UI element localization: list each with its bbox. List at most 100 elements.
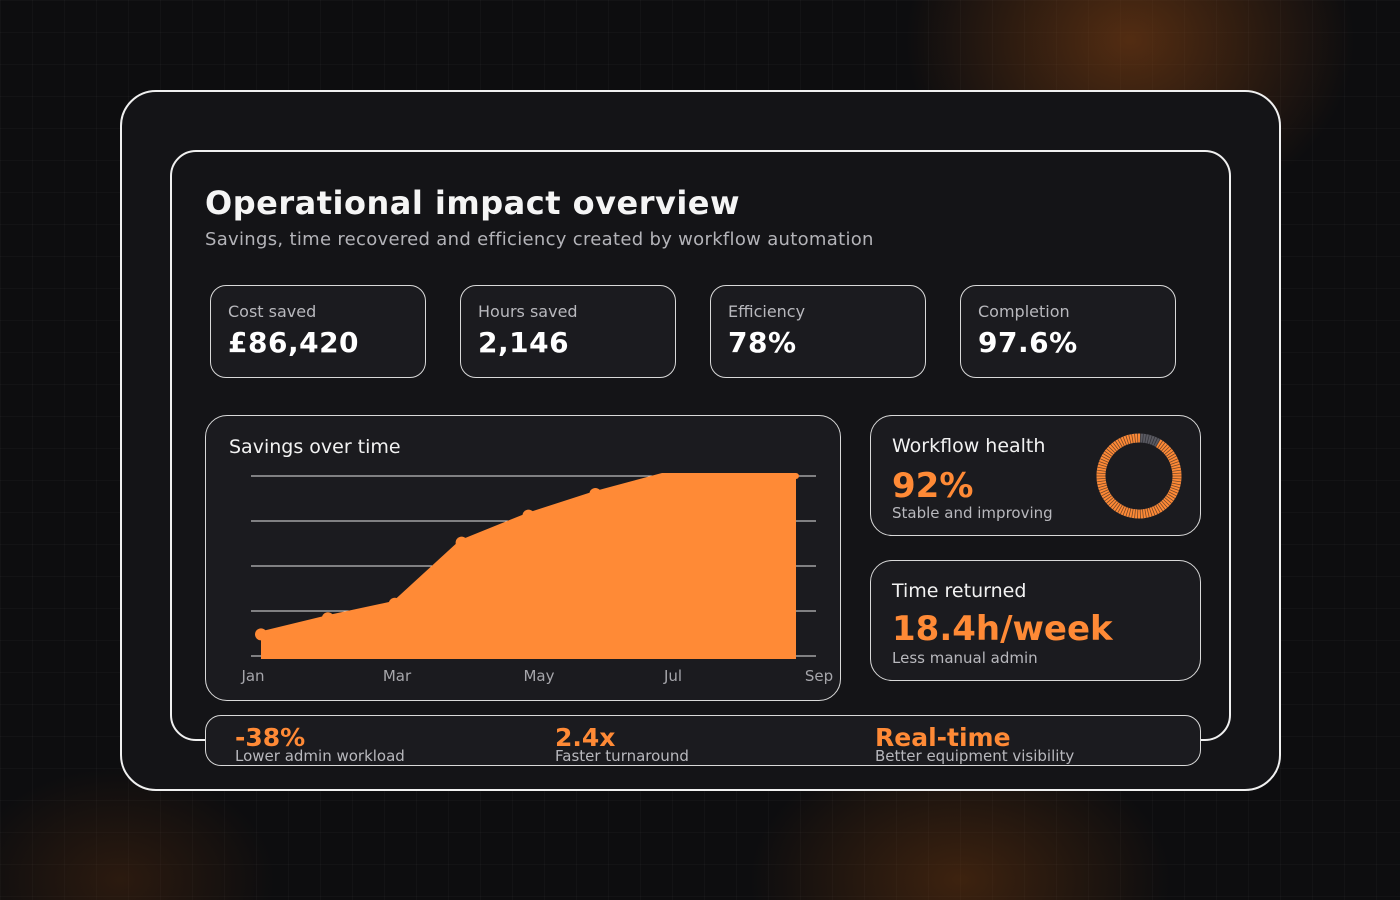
gauge-tick <box>1162 498 1170 506</box>
gauge-tick <box>1172 472 1182 475</box>
gauge-tick <box>1106 448 1114 455</box>
gauge-tick <box>1096 469 1106 472</box>
highlight-admin-workload: -38% Lower admin workload <box>235 723 405 764</box>
gauge-tick <box>1114 440 1121 449</box>
gauge-tick <box>1168 455 1177 461</box>
kpi-card-efficiency[interactable]: Efficiency 78% <box>710 285 926 378</box>
gauge-tick <box>1104 450 1113 457</box>
gauge-tick <box>1106 497 1114 504</box>
gauge-tick <box>1097 466 1107 470</box>
savings-area-chart: Jan Mar May Jul Sep <box>240 473 833 685</box>
gauge-tick <box>1098 463 1107 468</box>
gauge-tick <box>1134 509 1136 519</box>
gauge-tick <box>1144 434 1147 444</box>
gauge-tick <box>1165 495 1174 502</box>
gauge-tick <box>1096 477 1106 480</box>
highlight-label: Faster turnaround <box>555 747 689 765</box>
gauge-tick <box>1101 491 1110 497</box>
gauge-tick <box>1101 455 1110 461</box>
gauge-tick <box>1153 505 1158 515</box>
gauge-tick <box>1157 440 1164 449</box>
workflow-health-card[interactable]: Workflow health 92% Stable and improving <box>870 415 1201 536</box>
gauge-tick <box>1167 453 1176 459</box>
x-tick-label: Sep <box>805 667 833 685</box>
highlight-value: -38% <box>235 723 306 752</box>
gauge-tick <box>1110 500 1117 508</box>
gauge-tick <box>1167 493 1176 499</box>
gauge-tick <box>1134 433 1136 443</box>
gauge-tick <box>1128 508 1132 518</box>
savings-point <box>455 536 468 549</box>
gauge-tick <box>1117 504 1123 514</box>
gauge-tick <box>1164 497 1172 504</box>
time-returned-card[interactable]: Time returned 18.4h/week Less manual adm… <box>870 560 1201 681</box>
gauge-tick <box>1159 502 1166 510</box>
gauge-tick <box>1151 436 1156 446</box>
gauge-tick <box>1151 506 1156 516</box>
x-tick-label: Jan <box>240 667 264 685</box>
gauge-tick <box>1170 461 1180 465</box>
highlights-strip: -38% Lower admin workload 2.4x Faster tu… <box>205 715 1201 766</box>
time-returned-note: Less manual admin <box>892 649 1038 667</box>
gauge-tick <box>1100 489 1109 494</box>
gauge-tick <box>1171 463 1180 468</box>
gauge-tick <box>1096 472 1106 475</box>
kpi-card-cost-saved[interactable]: Cost saved £86,420 <box>210 285 426 378</box>
gauge-tick <box>1171 484 1180 489</box>
gauge-tick <box>1122 436 1127 446</box>
gauge-tick <box>1108 498 1116 506</box>
gauge-tick <box>1120 505 1125 515</box>
gauge-tick <box>1161 500 1168 508</box>
workflow-health-note: Stable and improving <box>892 504 1053 522</box>
gauge-tick <box>1172 480 1182 483</box>
gauge-tick <box>1155 504 1161 514</box>
gauge-tick <box>1172 469 1182 472</box>
gauge-tick <box>1102 493 1111 499</box>
gauge-tick <box>1120 437 1125 447</box>
workflow-health-value: 92% <box>892 466 974 506</box>
savings-chart-card[interactable]: Savings over time Jan Mar May Jul Sep <box>205 415 841 701</box>
time-returned-title: Time returned <box>892 580 1027 602</box>
gauge-tick <box>1104 495 1113 502</box>
gauge-tick <box>1097 482 1107 486</box>
gauge-tick <box>1128 434 1132 444</box>
time-returned-value: 18.4h/week <box>892 609 1113 649</box>
kpi-label: Hours saved <box>478 302 578 321</box>
gauge-tick <box>1168 491 1177 497</box>
savings-point <box>589 488 602 500</box>
x-tick-label: May <box>523 667 554 685</box>
savings-area <box>261 476 796 659</box>
kpi-value: £86,420 <box>228 326 360 359</box>
page-subtitle: Savings, time recovered and efficiency c… <box>205 229 874 250</box>
highlight-label: Better equipment visibility <box>875 747 1075 765</box>
highlight-visibility: Real-time Better equipment visibility <box>875 724 1075 765</box>
highlight-value: 2.4x <box>555 723 616 752</box>
gauge-tick <box>1148 435 1153 445</box>
x-tick-label: Jul <box>663 667 682 685</box>
x-tick-label: Mar <box>383 667 412 685</box>
workflow-health-title: Workflow health <box>892 435 1046 457</box>
kpi-label: Efficiency <box>728 302 806 321</box>
kpi-value: 78% <box>728 326 797 359</box>
savings-point <box>388 597 401 610</box>
gauge-tick <box>1096 480 1106 483</box>
gauge-tick <box>1142 433 1144 443</box>
savings-point <box>321 612 334 625</box>
kpi-card-hours-saved[interactable]: Hours saved 2,146 <box>460 285 676 378</box>
gauge-tick <box>1157 503 1164 512</box>
gauge-tick <box>1171 466 1181 470</box>
kpi-card-completion[interactable]: Completion 97.6% <box>960 285 1176 378</box>
gauge-tick <box>1148 507 1153 517</box>
gauge-tick <box>1165 450 1174 457</box>
gauge-tick <box>1131 508 1134 518</box>
gauge-tick <box>1098 487 1108 491</box>
gauge-tick <box>1161 444 1168 452</box>
gauge-tick <box>1155 438 1161 448</box>
gauge-tick <box>1162 446 1170 454</box>
gauge-tick <box>1172 477 1182 480</box>
gauge-tick <box>1117 438 1123 448</box>
gauge-tick <box>1102 453 1111 459</box>
gauge-tick <box>1098 484 1107 489</box>
kpi-value: 97.6% <box>978 326 1078 359</box>
gauge-tick <box>1169 458 1178 463</box>
